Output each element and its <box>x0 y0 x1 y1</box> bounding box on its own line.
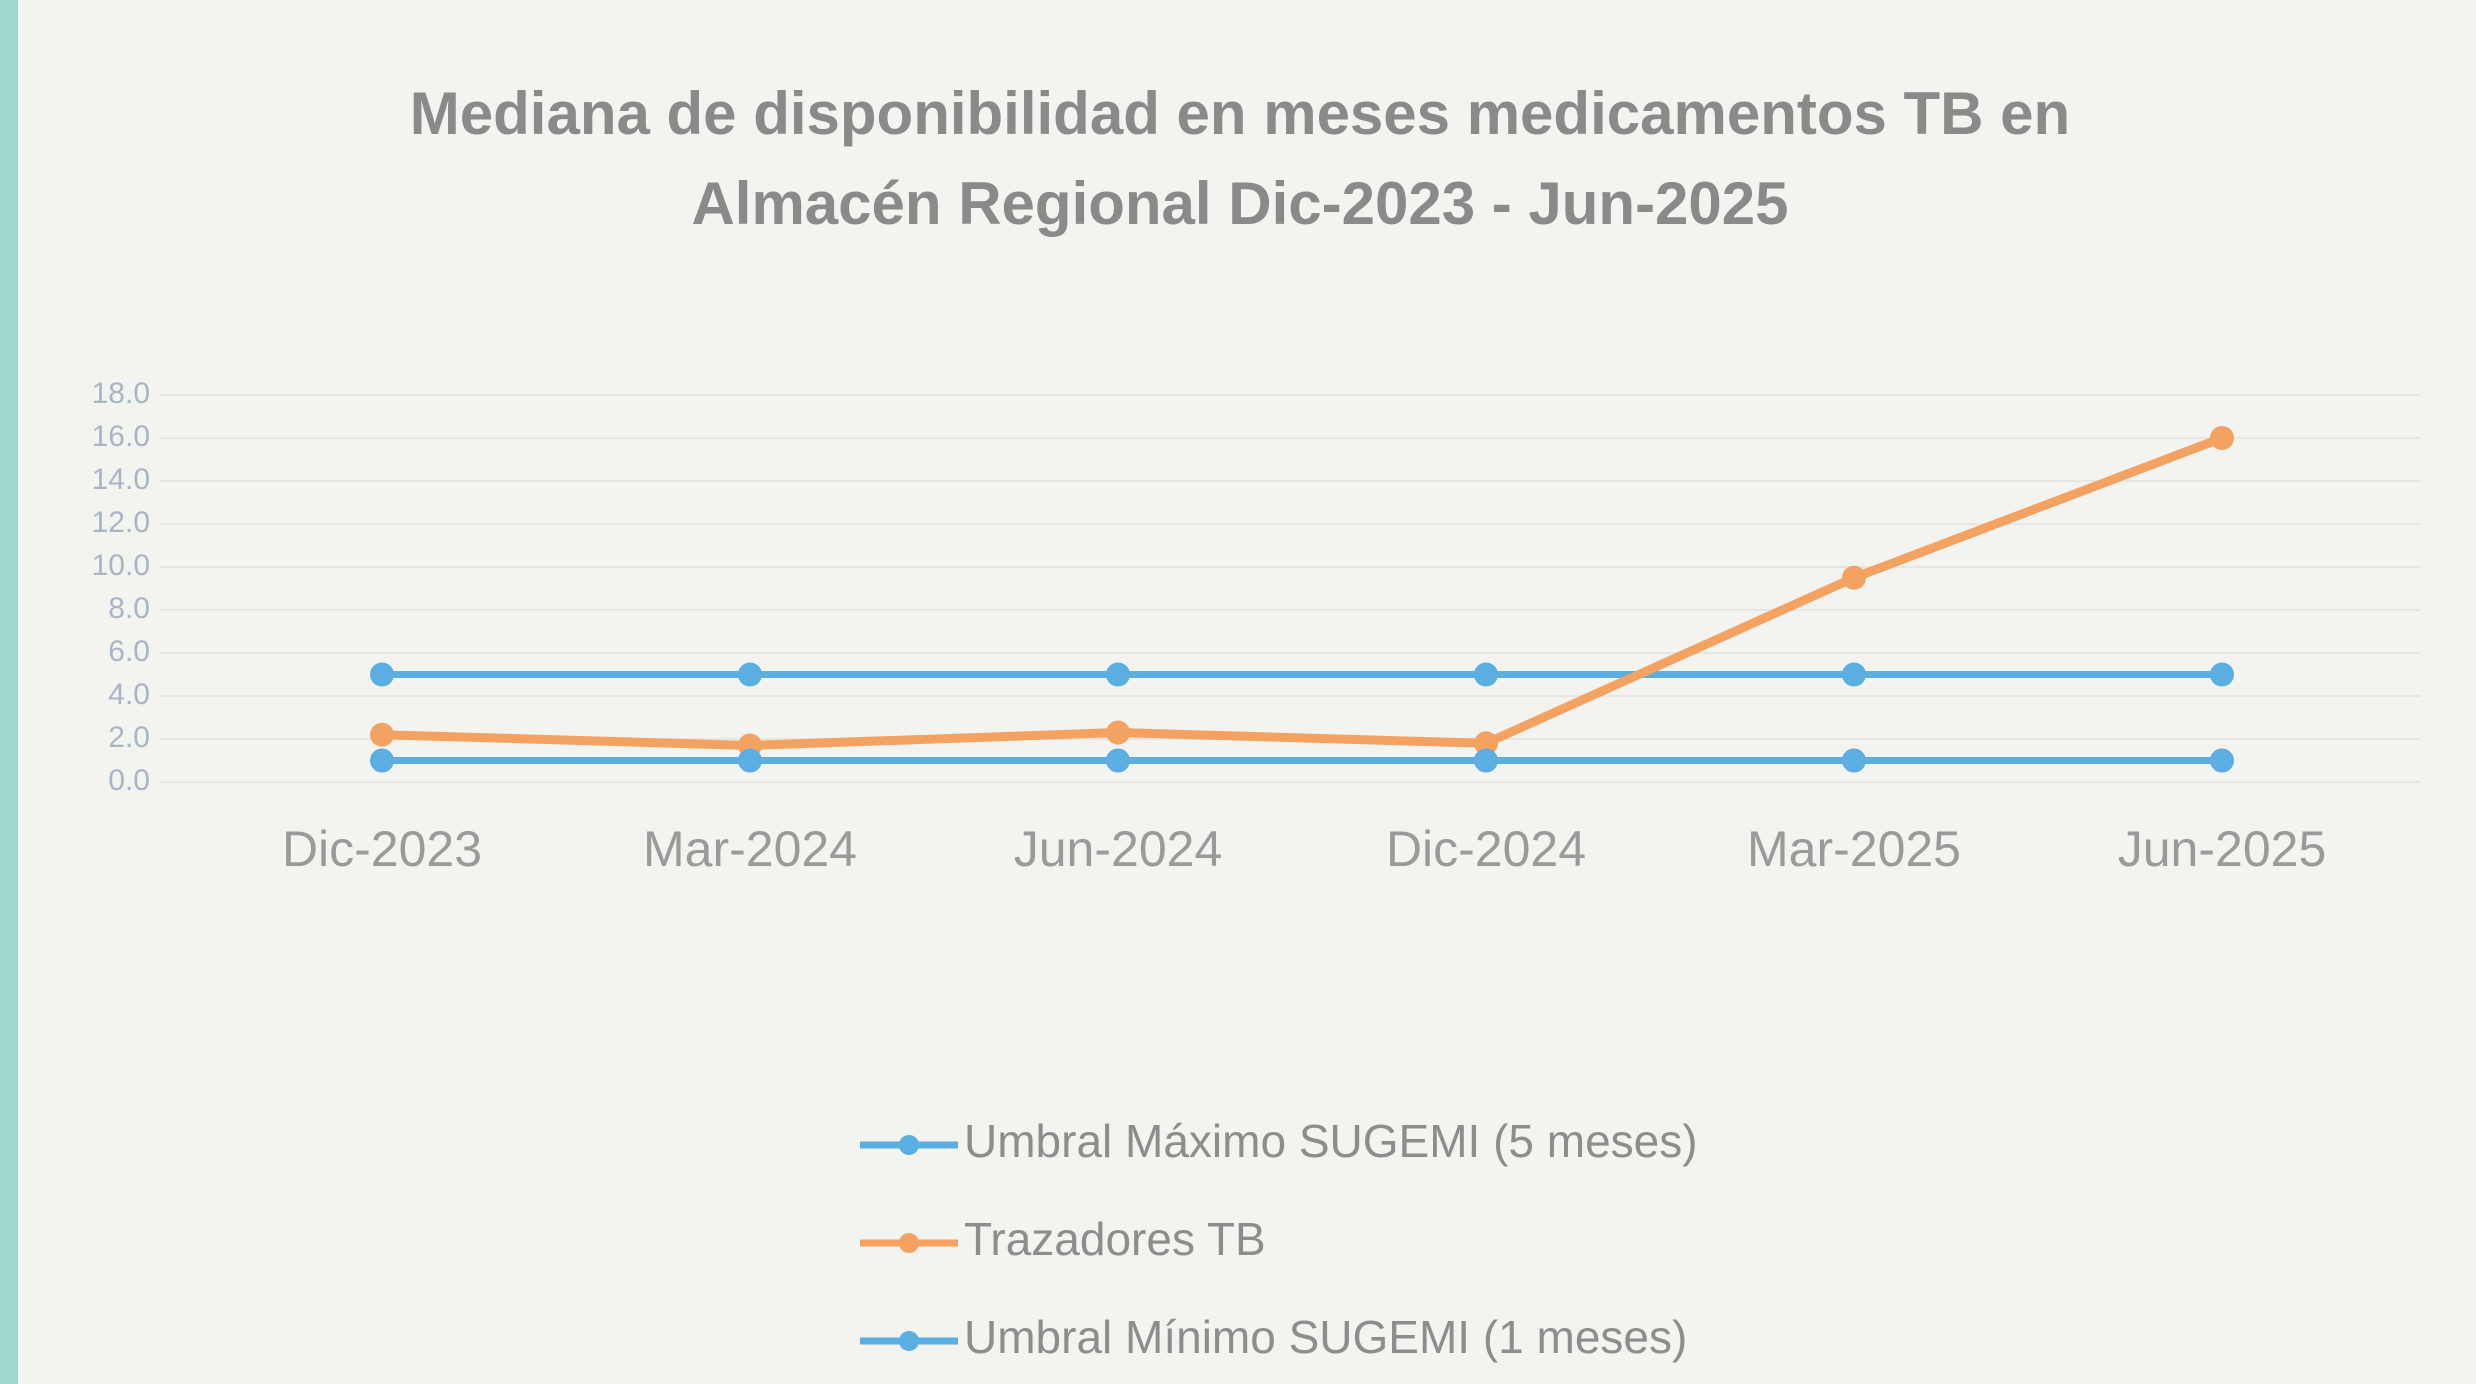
y-tick-label: 14.0 <box>92 463 150 496</box>
data-point <box>1474 731 1498 756</box>
y-tick-label: 2.0 <box>108 721 150 754</box>
x-tick-label: Jun-2024 <box>1014 821 1223 877</box>
data-point <box>370 662 394 687</box>
data-point <box>1106 662 1130 687</box>
chart-title: Almacén Regional Dic-2023 - Jun-2025 <box>691 170 1788 237</box>
x-tick-label: Dic-2024 <box>1386 821 1586 877</box>
data-point <box>1842 748 1866 773</box>
x-tick-label: Dic-2023 <box>282 821 482 877</box>
left-border <box>0 0 18 1384</box>
series-line <box>381 433 2224 750</box>
legend-marker <box>899 1331 919 1351</box>
x-tick-label: Mar-2024 <box>643 821 857 877</box>
legend-label: Trazadores TB <box>964 1213 1266 1265</box>
legend-marker <box>899 1233 919 1253</box>
y-tick-label: 18.0 <box>92 377 150 410</box>
y-tick-label: 8.0 <box>108 592 150 625</box>
data-point <box>1106 748 1130 773</box>
data-point <box>1842 662 1866 687</box>
data-point <box>1474 748 1498 773</box>
data-point <box>370 722 394 747</box>
data-point <box>738 662 762 687</box>
data-point <box>2210 662 2234 687</box>
chart-title: Mediana de disponibilidad en meses medic… <box>410 80 2070 147</box>
y-tick-label: 10.0 <box>92 549 150 582</box>
y-tick-label: 0.0 <box>108 764 150 797</box>
data-point <box>2210 426 2234 450</box>
legend-label: Umbral Mínimo SUGEMI (1 meses) <box>964 1311 1687 1363</box>
legend-label: Umbral Máximo SUGEMI (5 meses) <box>964 1115 1698 1167</box>
y-tick-label: 16.0 <box>92 420 150 453</box>
data-point <box>370 748 394 773</box>
y-tick-label: 4.0 <box>108 678 150 711</box>
data-point <box>738 748 762 773</box>
y-tick-label: 6.0 <box>108 635 150 668</box>
data-point <box>1106 720 1130 745</box>
legend-marker <box>899 1135 919 1155</box>
x-tick-label: Mar-2025 <box>1747 821 1961 877</box>
y-tick-label: 12.0 <box>92 506 150 539</box>
data-point <box>1474 662 1498 687</box>
data-point <box>2210 748 2234 773</box>
x-tick-label: Jun-2025 <box>2118 821 2327 877</box>
data-point <box>1842 565 1866 590</box>
